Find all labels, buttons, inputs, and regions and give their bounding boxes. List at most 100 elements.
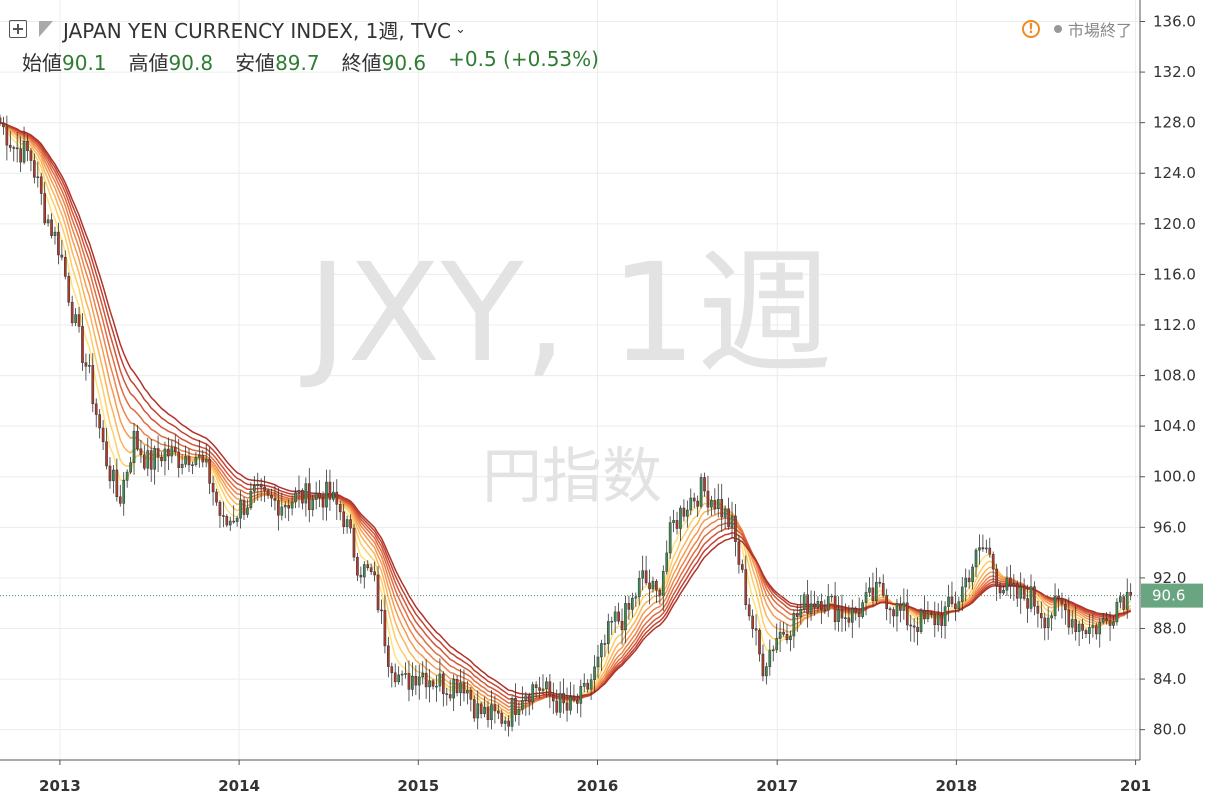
symbol-header[interactable]: JAPAN YEN CURRENCY INDEX, 1週, TVC ⌄: [6, 14, 466, 44]
candle-body: [534, 684, 538, 688]
symbol-title[interactable]: JAPAN YEN CURRENCY INDEX, 1週, TVC: [63, 18, 451, 43]
candle-body: [143, 454, 146, 469]
candle-body: [682, 507, 686, 517]
candle-body: [1033, 586, 1036, 607]
candle-body: [985, 547, 988, 550]
candle-body: [1074, 619, 1078, 632]
status-dot-icon: [1053, 25, 1062, 33]
candle-body: [706, 490, 710, 508]
ema-line: [0, 122, 1131, 699]
candle-body: [170, 447, 174, 457]
candle-body: [283, 505, 287, 508]
candle-body: [617, 611, 620, 622]
candle-body: [294, 492, 297, 503]
candle-body: [696, 500, 699, 507]
candle-body: [782, 631, 785, 635]
candle-body: [981, 547, 985, 550]
candle-body: [558, 693, 562, 713]
grid-lines: [0, 0, 1140, 760]
candle-body: [81, 326, 84, 363]
ohlc-legend: 始値90.1 高値90.8 安値89.7 終値90.6 +0.5 (+0.53%…: [22, 47, 599, 75]
candle-body: [472, 699, 476, 719]
candle-body: [871, 587, 875, 602]
candle-body: [287, 505, 291, 509]
candle-body: [1094, 625, 1098, 635]
candle-body: [895, 603, 899, 617]
x-tick-label: 2014: [218, 777, 260, 795]
candle-body: [342, 511, 345, 527]
ema-line: [0, 122, 1132, 715]
candle-body: [1101, 618, 1105, 623]
candle-body: [500, 712, 504, 724]
candle-body: [582, 682, 586, 687]
candle-body: [345, 519, 349, 527]
candle-body: [1005, 577, 1009, 591]
candle-body: [452, 679, 455, 699]
candle-body: [1119, 596, 1122, 603]
candle-body: [256, 484, 260, 486]
candle-body: [785, 633, 789, 641]
candle-body: [270, 494, 273, 499]
candle-body: [943, 606, 947, 626]
candle-body: [218, 501, 222, 516]
candle-body: [1046, 617, 1050, 628]
candle-body: [125, 471, 129, 481]
candle-body: [692, 497, 696, 502]
current-price-tag-bg: [1141, 583, 1203, 608]
candle-body: [94, 403, 98, 415]
candle-body: [844, 617, 847, 619]
candle-body: [479, 703, 483, 714]
candle-body: [29, 150, 33, 161]
candle-body: [916, 626, 919, 632]
candlestick-series: [0, 114, 1132, 737]
candle-body: [246, 507, 249, 515]
current-price-tag: 90.6: [1141, 583, 1203, 608]
candle-body: [954, 603, 957, 609]
candle-body: [586, 682, 589, 690]
candle-body: [1002, 589, 1005, 594]
candle-body: [43, 193, 46, 224]
candle-body: [132, 430, 136, 463]
time-axis[interactable]: 2013 2014 2015 2016 2017 2018 201: [0, 759, 1151, 795]
candle-body: [198, 455, 201, 458]
warning-icon[interactable]: !: [1021, 20, 1040, 38]
candle-body: [579, 686, 583, 704]
add-compare-icon[interactable]: [9, 20, 27, 38]
candle-body: [710, 499, 713, 508]
watermark-symbol: JXY, 1週: [299, 235, 832, 393]
candle-body: [397, 674, 400, 683]
candle-body: [1029, 586, 1033, 609]
candle-body: [644, 570, 648, 584]
candle-body: [349, 519, 352, 529]
change-value: +0.5 (+0.53%): [448, 47, 599, 71]
price-axis[interactable]: 80.0 84.0 88.0 92.0 96.0 100.0 104.0 108.0 112.0…: [1139, 0, 1196, 760]
candle-body: [225, 515, 229, 526]
candle-body: [36, 176, 40, 179]
candle-body: [77, 314, 81, 327]
watermark-description: 円指数: [482, 442, 662, 512]
candle-body: [46, 219, 50, 224]
candle-body: [1108, 620, 1112, 626]
ema-line: [0, 122, 1132, 706]
candle-body: [1112, 621, 1115, 626]
candle-body: [703, 477, 706, 492]
y-tick-label: 96.0: [1153, 518, 1186, 536]
candle-body: [885, 595, 888, 610]
candle-body: [167, 448, 170, 457]
candle-body: [153, 448, 156, 470]
candle-body: [576, 700, 579, 704]
candle-body: [390, 666, 394, 674]
candle-body: [70, 301, 74, 324]
candle-body: [778, 631, 782, 639]
candle-body: [995, 568, 998, 587]
candle-body: [222, 515, 225, 517]
candle-body: [314, 493, 318, 500]
candle-body: [1009, 577, 1012, 586]
open-item: 始値90.1: [22, 47, 107, 75]
candle-body: [173, 447, 177, 453]
candle-body: [864, 592, 868, 603]
candle-body: [799, 608, 803, 617]
candle-body: [321, 497, 325, 508]
chevron-down-icon[interactable]: ⌄: [454, 21, 466, 37]
